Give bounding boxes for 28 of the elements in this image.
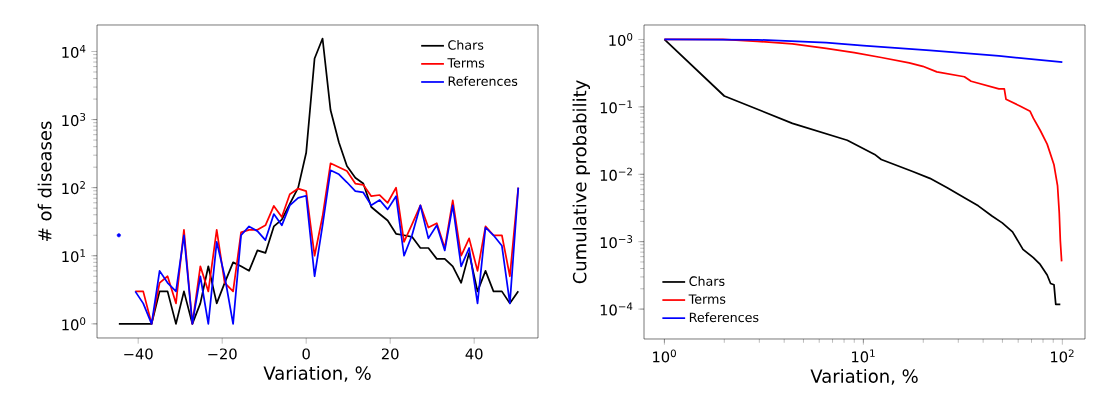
x-tick-label: 0 <box>302 348 310 360</box>
y-tick-label: 10$^{2}$ <box>62 181 85 195</box>
legend-label: Terms <box>688 294 726 304</box>
x-tick-label: 20 <box>381 348 399 360</box>
y-axis-title: # of diseases <box>37 121 52 241</box>
legend-label: References <box>448 76 518 86</box>
legend-label: References <box>689 312 759 323</box>
x-tick-label: 10$^{0}$ <box>653 349 676 363</box>
y-tick-label: 10$^{4}$ <box>62 44 86 58</box>
y-tick-label: 10$^{0}$ <box>609 32 633 47</box>
legend-label: Chars <box>689 276 725 286</box>
x-tick-label: −40 <box>124 348 153 360</box>
y-tick-label: 10$^{−2}$ <box>600 167 632 181</box>
legend-label: Chars <box>448 39 484 50</box>
y-tick-label: 10$^{−1}$ <box>600 100 632 114</box>
y-tick-label: 10$^{−4}$ <box>600 302 633 316</box>
y-tick-label: 10$^{3}$ <box>62 113 86 127</box>
x-tick-label: 10$^{2}$ <box>1051 349 1074 363</box>
y-tick-label: 10$^{0}$ <box>62 317 86 331</box>
x-tick-label: −20 <box>208 348 237 360</box>
x-axis-title: Variation, % <box>263 365 371 382</box>
x-axis-title: Variation, % <box>810 369 918 385</box>
y-tick-label: 10$^{1}$ <box>62 249 85 263</box>
y-tick-label: 10$^{−3}$ <box>600 235 633 249</box>
x-tick-label: 40 <box>465 348 483 360</box>
legend-label: Terms <box>447 58 485 68</box>
x-tick-label: 10$^{1}$ <box>852 349 875 363</box>
y-axis-title: Cumulative probability <box>572 80 590 284</box>
